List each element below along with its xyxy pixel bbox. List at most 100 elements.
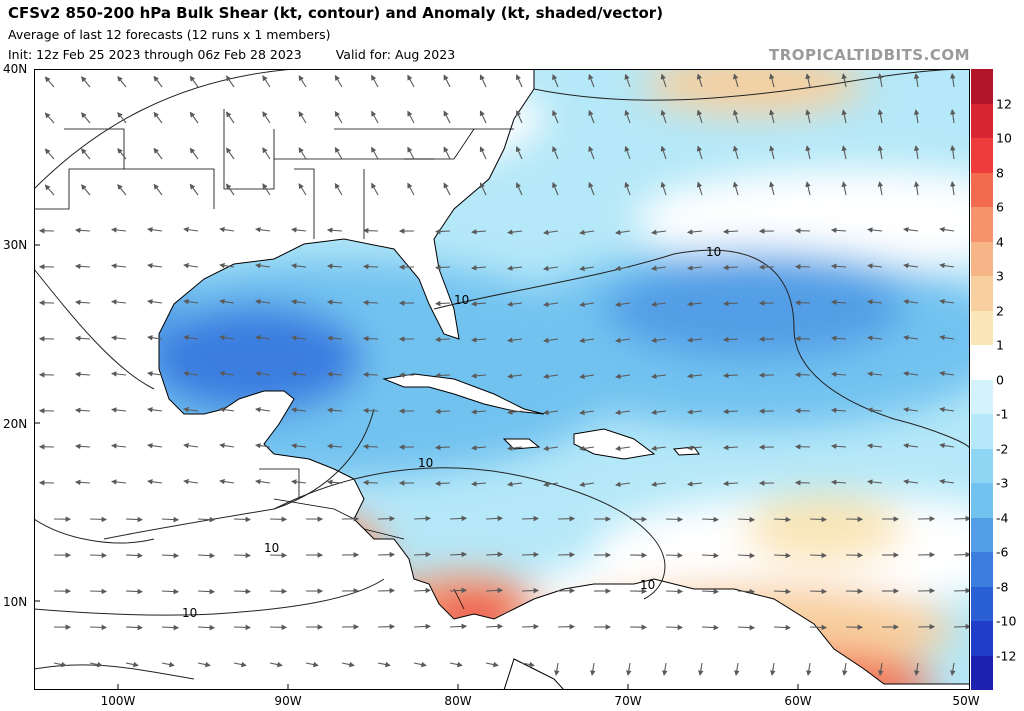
wind-vector-arrow [334, 182, 343, 196]
wind-vector-arrow [953, 623, 970, 630]
wind-vector-arrow [449, 515, 468, 522]
wind-vector-arrow [434, 444, 451, 451]
wind-vector-arrow [552, 145, 559, 160]
wind-vector-arrow [543, 337, 559, 344]
wind-vector-arrow [225, 75, 235, 88]
wind-vector-arrow [291, 443, 307, 449]
colorbar-segment [971, 517, 993, 552]
wind-vector-arrow [161, 624, 180, 631]
wind-vector-arrow [877, 181, 884, 196]
wind-vector-arrow [950, 662, 956, 676]
state-borders [34, 109, 514, 610]
wind-vector-arrow [111, 479, 127, 485]
wind-vector-arrow [579, 445, 595, 452]
wind-vector-arrow [722, 408, 739, 415]
wind-vector-arrow [262, 111, 271, 124]
wind-vector-arrow [407, 182, 415, 196]
wind-vector-arrow [255, 334, 271, 341]
wind-vector-arrow [298, 147, 307, 160]
wind-vector-arrow [485, 661, 499, 668]
wind-vector-arrow [74, 479, 91, 486]
wind-vector-arrow [687, 337, 703, 343]
wind-vector-arrow [903, 262, 919, 269]
wind-vector-arrow [407, 110, 415, 124]
wind-vector-arrow [89, 516, 108, 523]
colorbar-label: -10 [996, 613, 1017, 629]
wind-vector-arrow [434, 408, 451, 415]
lat-label-40n: 40N [3, 62, 28, 76]
wind-vector-arrow [507, 337, 523, 343]
wind-vector-arrow [334, 74, 343, 88]
wind-vector-arrow [161, 516, 180, 523]
wind-vector-arrow [471, 229, 487, 235]
wind-vector-arrow [939, 262, 955, 269]
wind-vector-arrow [434, 300, 451, 307]
wind-vector-arrow [153, 75, 163, 88]
wind-vector-arrow [830, 407, 847, 414]
wind-vector-arrow [371, 182, 379, 196]
wind-vector-arrow [434, 336, 451, 343]
wind-vector-arrow [579, 301, 595, 308]
wind-vector-arrow [189, 183, 199, 196]
wind-vector-arrow [479, 182, 487, 196]
brand-watermark[interactable]: TROPICALTIDBITS.COM [769, 46, 970, 64]
wind-vector-arrow [183, 226, 199, 233]
wind-vector-arrow [362, 443, 379, 450]
wind-vector-arrow [687, 301, 703, 307]
lat-label-10n: 10N [3, 595, 28, 609]
wind-vector-arrow [255, 262, 271, 269]
wind-vector-arrow [362, 407, 379, 414]
wind-vector-arrow [660, 109, 667, 124]
wind-vector-arrow [183, 262, 199, 269]
wind-vector-arrow [579, 337, 595, 344]
wind-vector-arrow [806, 662, 812, 676]
wind-vector-arrow [615, 445, 631, 452]
colorbar-label: -6 [996, 544, 1009, 560]
wind-vector-arrow [913, 109, 920, 124]
wind-vector-arrow [507, 373, 523, 379]
wind-vector-arrow [291, 263, 307, 269]
wind-vector-arrow [953, 587, 970, 594]
colorbar-segment [971, 276, 993, 311]
wind-vector-arrow [809, 516, 828, 523]
wind-vector-arrow [326, 227, 343, 233]
wind-vector-arrow [554, 662, 560, 676]
contour-label: 10 [182, 606, 197, 620]
colorbar-label: -8 [996, 579, 1009, 594]
lat-label-30n: 30N [3, 238, 28, 252]
wind-vector-arrow [543, 481, 559, 488]
wind-vector-arrow [624, 73, 631, 88]
wind-vector-arrow [255, 478, 271, 485]
wind-vector-arrow [521, 515, 540, 522]
wind-vector-arrow [903, 370, 919, 377]
wind-vector-arrow [443, 74, 451, 88]
wind-vector-arrow [298, 111, 307, 124]
wind-vector-arrow [371, 110, 379, 124]
wind-vector-arrow [219, 442, 235, 449]
wind-vector-arrow [867, 335, 883, 341]
wind-vector-arrow [939, 478, 955, 485]
wind-vector-arrow [471, 301, 487, 307]
colorbar-label: 10 [996, 130, 1012, 146]
wind-vector-arrow [53, 661, 67, 668]
wind-vector-arrow [665, 624, 684, 631]
wind-vector-arrow [615, 481, 631, 488]
wind-vector-arrow [877, 109, 884, 124]
wind-vector-arrow [111, 335, 127, 341]
wind-vector-arrow [225, 147, 235, 160]
wind-vector-arrow [74, 335, 91, 342]
wind-vector-arrow [449, 587, 468, 594]
wind-vector-arrow [773, 588, 792, 595]
wind-vector-arrow [552, 109, 559, 124]
wind-vector-arrow [722, 300, 739, 307]
lon-label-100w: 100W [100, 694, 136, 708]
wind-vector-arrow [903, 334, 919, 341]
wind-vector-arrow [413, 551, 432, 558]
wind-vector-arrow [371, 146, 379, 160]
wind-vector-arrow [362, 371, 379, 378]
colorbar-label: -2 [996, 441, 1009, 456]
wind-vector-arrow [161, 661, 175, 668]
colorbar-label: -4 [996, 510, 1009, 525]
wind-vector-arrow [913, 181, 920, 196]
wind-vector-arrow [507, 481, 523, 487]
